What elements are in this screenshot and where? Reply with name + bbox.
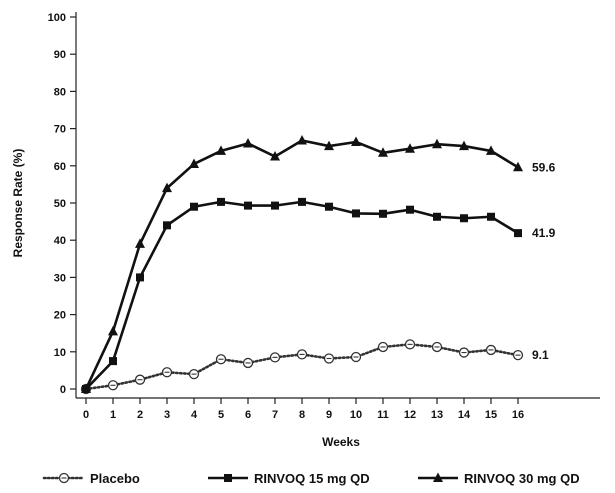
legend: Placebo RINVOQ 15 mg QD RINVOQ 30 mg QD [42,471,580,486]
data-point-triangle [378,147,388,157]
data-point-open-circle [134,374,146,385]
axes [75,12,600,399]
data-point-open-circle [188,368,200,380]
y-tick-label: 40 [54,235,66,247]
data-point-open-circle [377,341,389,353]
x-tick-label: 6 [245,409,251,421]
data-point-square [271,201,279,210]
data-point-triangle [459,140,469,151]
data-point-open-circle [485,344,497,356]
x-tick-label: 11 [377,409,389,421]
y-tick-label: 60 [54,161,66,173]
end-value-label: 9.1 [532,348,549,362]
x-tick-label: 8 [299,409,305,421]
data-point-open-circle [215,354,227,365]
data-point-triangle [297,135,307,145]
data-point-triangle [324,140,334,151]
data-point-triangle [189,158,199,168]
data-point-open-circle [323,353,335,364]
legend-label: RINVOQ 30 mg QD [464,471,580,486]
data-point-square [460,214,468,223]
x-tick-label: 10 [350,409,362,421]
data-point-square [379,209,387,218]
data-point-square [217,197,225,206]
data-point-open-circle [404,339,416,350]
y-axis-title: Response Rate (%) [11,149,25,258]
data-point-triangle [135,238,145,248]
x-tick-label: 7 [272,409,278,421]
end-value-label: 59.6 [532,160,556,174]
y-tick-label: 80 [54,86,66,98]
y-tick-label: 0 [60,384,66,396]
data-point-triangle [351,136,361,146]
data-point-open-circle [107,380,119,391]
x-tick-label: 13 [431,409,443,421]
x-tick-label: 9 [326,409,332,421]
series-line-1 [85,200,519,390]
legend-marker-square [224,474,232,482]
legend-label: RINVOQ 15 mg QD [254,471,370,486]
x-tick-label: 16 [512,409,524,421]
data-point-square [325,202,333,211]
legend-marker-triangle [433,472,443,482]
data-point-triangle [81,383,91,393]
legend-label: Placebo [90,471,140,486]
data-point-square [244,201,252,210]
data-point-triangle [216,145,226,155]
data-point-triangle [270,151,280,161]
y-tick-label: 20 [54,310,66,322]
x-tick-label: 1 [110,409,116,421]
y-ticks: 0 10 20 30 40 50 60 70 80 90 100 [48,12,76,396]
x-tick-label: 14 [458,409,471,421]
data-point-triangle [486,145,496,155]
data-point-open-circle [269,352,281,363]
data-point-square [406,205,414,214]
data-point-open-circle [350,351,362,363]
data-point-square [136,273,144,282]
data-point-square [109,357,117,366]
y-tick-label: 70 [54,124,66,136]
x-tick-label: 4 [191,409,198,421]
data-point-open-circle [458,347,470,358]
legend-marker-open-circle [58,472,70,484]
y-tick-label: 100 [48,12,66,24]
data-point-open-circle [296,349,308,360]
data-point-open-circle [512,349,524,361]
x-ticks: 0 1 2 3 4 5 6 7 8 9 10 11 12 13 14 15 16 [83,398,524,421]
x-tick-label: 3 [164,409,170,421]
data-point-square [514,229,522,238]
y-tick-label: 30 [54,272,66,284]
x-axis-title: Weeks [322,435,360,449]
data-point-triangle [108,325,118,336]
data-point-square [298,197,306,206]
data-point-square [433,212,441,221]
end-value-label: 41.9 [532,226,556,240]
data-point-open-circle [161,367,173,378]
data-point-square [352,209,360,218]
data-point-triangle [405,143,415,153]
x-tick-label: 12 [404,409,416,421]
data-point-open-circle [242,357,254,369]
end-labels: 9.1 41.9 59.6 [532,160,556,362]
data-point-square [487,212,495,221]
data-point-open-circle [431,341,443,353]
x-tick-label: 2 [137,409,143,421]
data-point-triangle [162,182,172,193]
x-tick-label: 0 [83,409,89,421]
x-tick-label: 5 [218,409,224,421]
x-tick-label: 15 [485,409,497,421]
y-tick-label: 10 [54,347,66,359]
data-point-triangle [243,137,253,148]
data-point-square [163,221,171,230]
y-tick-label: 90 [54,49,66,61]
series-layer [80,135,524,395]
data-point-triangle [432,138,442,149]
y-tick-label: 50 [54,198,66,210]
data-point-square [190,202,198,211]
data-point-triangle [513,161,523,172]
